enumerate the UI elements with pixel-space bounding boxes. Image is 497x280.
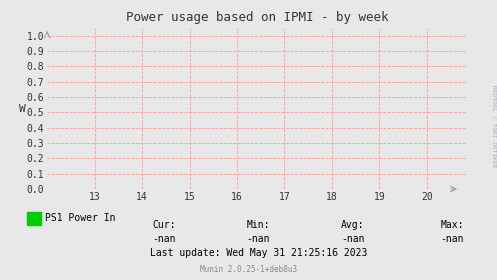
- Text: -nan: -nan: [440, 234, 464, 244]
- Text: Avg:: Avg:: [341, 220, 365, 230]
- Text: -nan: -nan: [247, 234, 270, 244]
- Text: -nan: -nan: [341, 234, 365, 244]
- Text: Cur:: Cur:: [152, 220, 176, 230]
- Text: Max:: Max:: [440, 220, 464, 230]
- Title: Power usage based on IPMI - by week: Power usage based on IPMI - by week: [126, 11, 389, 24]
- Text: RRDTOOL / TOBI OETIKER: RRDTOOL / TOBI OETIKER: [491, 85, 496, 167]
- Text: Min:: Min:: [247, 220, 270, 230]
- Text: Last update: Wed May 31 21:25:16 2023: Last update: Wed May 31 21:25:16 2023: [150, 248, 367, 258]
- Y-axis label: W: W: [19, 104, 26, 113]
- Text: -nan: -nan: [152, 234, 176, 244]
- Text: Munin 2.0.25-1+deb8u3: Munin 2.0.25-1+deb8u3: [200, 265, 297, 274]
- Text: PS1 Power In: PS1 Power In: [45, 213, 115, 223]
